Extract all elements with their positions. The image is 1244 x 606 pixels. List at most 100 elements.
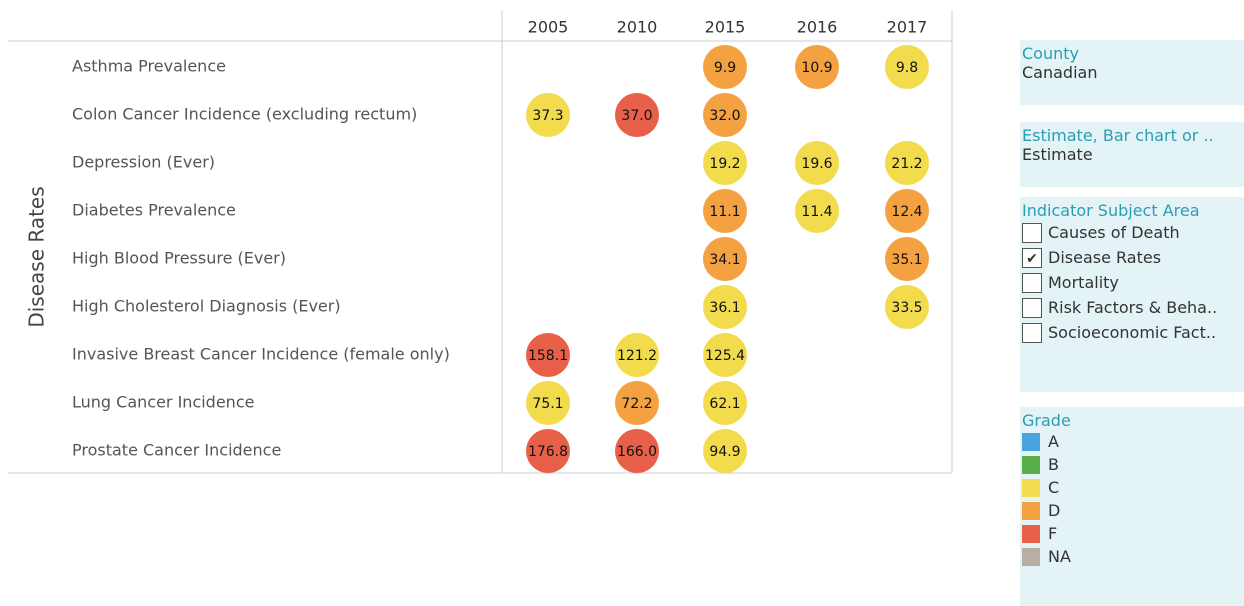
legend-item: NA <box>1022 545 1242 568</box>
grade-legend: Grade A B C D F NA <box>1020 407 1244 606</box>
cell-value: 37.3 <box>532 108 563 124</box>
legend-label: A <box>1048 432 1059 451</box>
cell-value: 32.0 <box>709 108 740 124</box>
grade-circle <box>703 333 747 377</box>
grade-circle <box>526 93 570 137</box>
cell-value: 166.0 <box>617 444 657 460</box>
grade-circle <box>615 333 659 377</box>
cell-value: 37.0 <box>621 108 652 124</box>
legend-swatch <box>1022 478 1040 497</box>
legend-swatch <box>1022 547 1040 566</box>
grade-circle <box>703 93 747 137</box>
legend-label: B <box>1048 455 1059 474</box>
checkbox[interactable] <box>1022 322 1042 343</box>
checkbox[interactable] <box>1022 297 1042 318</box>
cell-value: 9.9 <box>714 60 736 76</box>
grade-circle <box>885 285 929 329</box>
cell-value: 62.1 <box>709 396 740 412</box>
legend-swatch <box>1022 455 1040 474</box>
grade-circle <box>703 237 747 281</box>
cell-value: 12.4 <box>891 204 922 220</box>
legend-label: NA <box>1048 547 1071 566</box>
grade-circle <box>703 189 747 233</box>
grade-circle <box>615 381 659 425</box>
grade-circle <box>703 45 747 89</box>
cell-value: 11.4 <box>801 204 832 220</box>
legend-swatch <box>1022 524 1040 543</box>
option-label: Mortality <box>1048 273 1119 292</box>
column-header: 2015 <box>705 18 746 37</box>
legend-item: B <box>1022 453 1242 476</box>
legend-label: F <box>1048 524 1058 543</box>
legend-swatch <box>1022 501 1040 520</box>
cell-value: 10.9 <box>801 60 832 76</box>
grade-circle <box>795 141 839 185</box>
row-label: High Blood Pressure (Ever) <box>72 249 286 268</box>
cell-value: 11.1 <box>709 204 740 220</box>
grade-circle <box>703 381 747 425</box>
grade-circle <box>526 381 570 425</box>
cell-value: 121.2 <box>617 348 657 364</box>
row-label: High Cholesterol Diagnosis (Ever) <box>72 297 341 316</box>
row-label: Invasive Breast Cancer Incidence (female… <box>72 345 450 364</box>
checkbox[interactable] <box>1022 222 1042 243</box>
cell-value: 34.1 <box>709 252 740 268</box>
column-header: 2016 <box>797 18 838 37</box>
legend-title: Grade <box>1022 411 1071 430</box>
grade-circle <box>885 141 929 185</box>
grade-circle <box>703 141 747 185</box>
grade-circle <box>885 189 929 233</box>
row-label: Asthma Prevalence <box>72 57 226 76</box>
legend-item: F <box>1022 522 1242 545</box>
filter-value: Canadian <box>1022 63 1098 82</box>
cell-value: 9.8 <box>896 60 918 76</box>
grade-circle <box>526 333 570 377</box>
grade-circle <box>703 285 747 329</box>
cell-value: 72.2 <box>621 396 652 412</box>
column-header: 2017 <box>887 18 928 37</box>
cell-value: 35.1 <box>891 252 922 268</box>
cell-value: 94.9 <box>709 444 740 460</box>
row-label: Diabetes Prevalence <box>72 201 236 220</box>
option-label: Socioeconomic Fact.. <box>1048 323 1217 342</box>
column-header: 2005 <box>528 18 569 37</box>
grade-circle <box>795 45 839 89</box>
checkbox[interactable]: ✔ <box>1022 247 1042 268</box>
cell-value: 75.1 <box>532 396 563 412</box>
cell-value: 176.8 <box>528 444 568 460</box>
cell-value: 125.4 <box>705 348 745 364</box>
cell-value: 19.6 <box>801 156 832 172</box>
grade-circle <box>526 429 570 473</box>
filter-option[interactable]: Causes of Death <box>1022 220 1242 245</box>
filter-option[interactable]: Mortality <box>1022 270 1242 295</box>
column-header: 2010 <box>617 18 658 37</box>
grade-circle <box>703 429 747 473</box>
checkbox[interactable] <box>1022 272 1042 293</box>
row-label: Prostate Cancer Incidence <box>72 441 281 460</box>
option-label: Causes of Death <box>1048 223 1180 242</box>
row-label: Colon Cancer Incidence (excluding rectum… <box>72 105 417 124</box>
filter-value: Estimate <box>1022 145 1093 164</box>
county-filter[interactable]: County Canadian <box>1020 40 1244 105</box>
subject-filter: Indicator Subject Area Causes of Death ✔ D… <box>1020 197 1244 392</box>
measure-filter[interactable]: Estimate, Bar chart or .. Estimate <box>1020 122 1244 187</box>
cell-value: 19.2 <box>709 156 740 172</box>
filter-title: Estimate, Bar chart or .. <box>1022 126 1214 145</box>
filter-option[interactable]: Socioeconomic Fact.. <box>1022 320 1242 345</box>
legend-swatch <box>1022 432 1040 451</box>
legend-item: C <box>1022 476 1242 499</box>
option-label: Risk Factors & Beha.. <box>1048 298 1218 317</box>
filter-option[interactable]: ✔ Disease Rates <box>1022 245 1242 270</box>
grade-circle <box>615 93 659 137</box>
table: Disease Rates 2005 2010 2015 2016 2017 Asthma… <box>8 10 953 474</box>
grade-circle <box>885 237 929 281</box>
filter-title: County <box>1022 44 1079 63</box>
row-label: Lung Cancer Incidence <box>72 393 254 412</box>
cell-value: 36.1 <box>709 300 740 316</box>
cell-value: 33.5 <box>891 300 922 316</box>
legend-item: A <box>1022 430 1242 453</box>
grade-circle <box>795 189 839 233</box>
row-header: Disease Rates <box>25 186 49 327</box>
filter-option[interactable]: Risk Factors & Beha.. <box>1022 295 1242 320</box>
legend-label: C <box>1048 478 1060 497</box>
